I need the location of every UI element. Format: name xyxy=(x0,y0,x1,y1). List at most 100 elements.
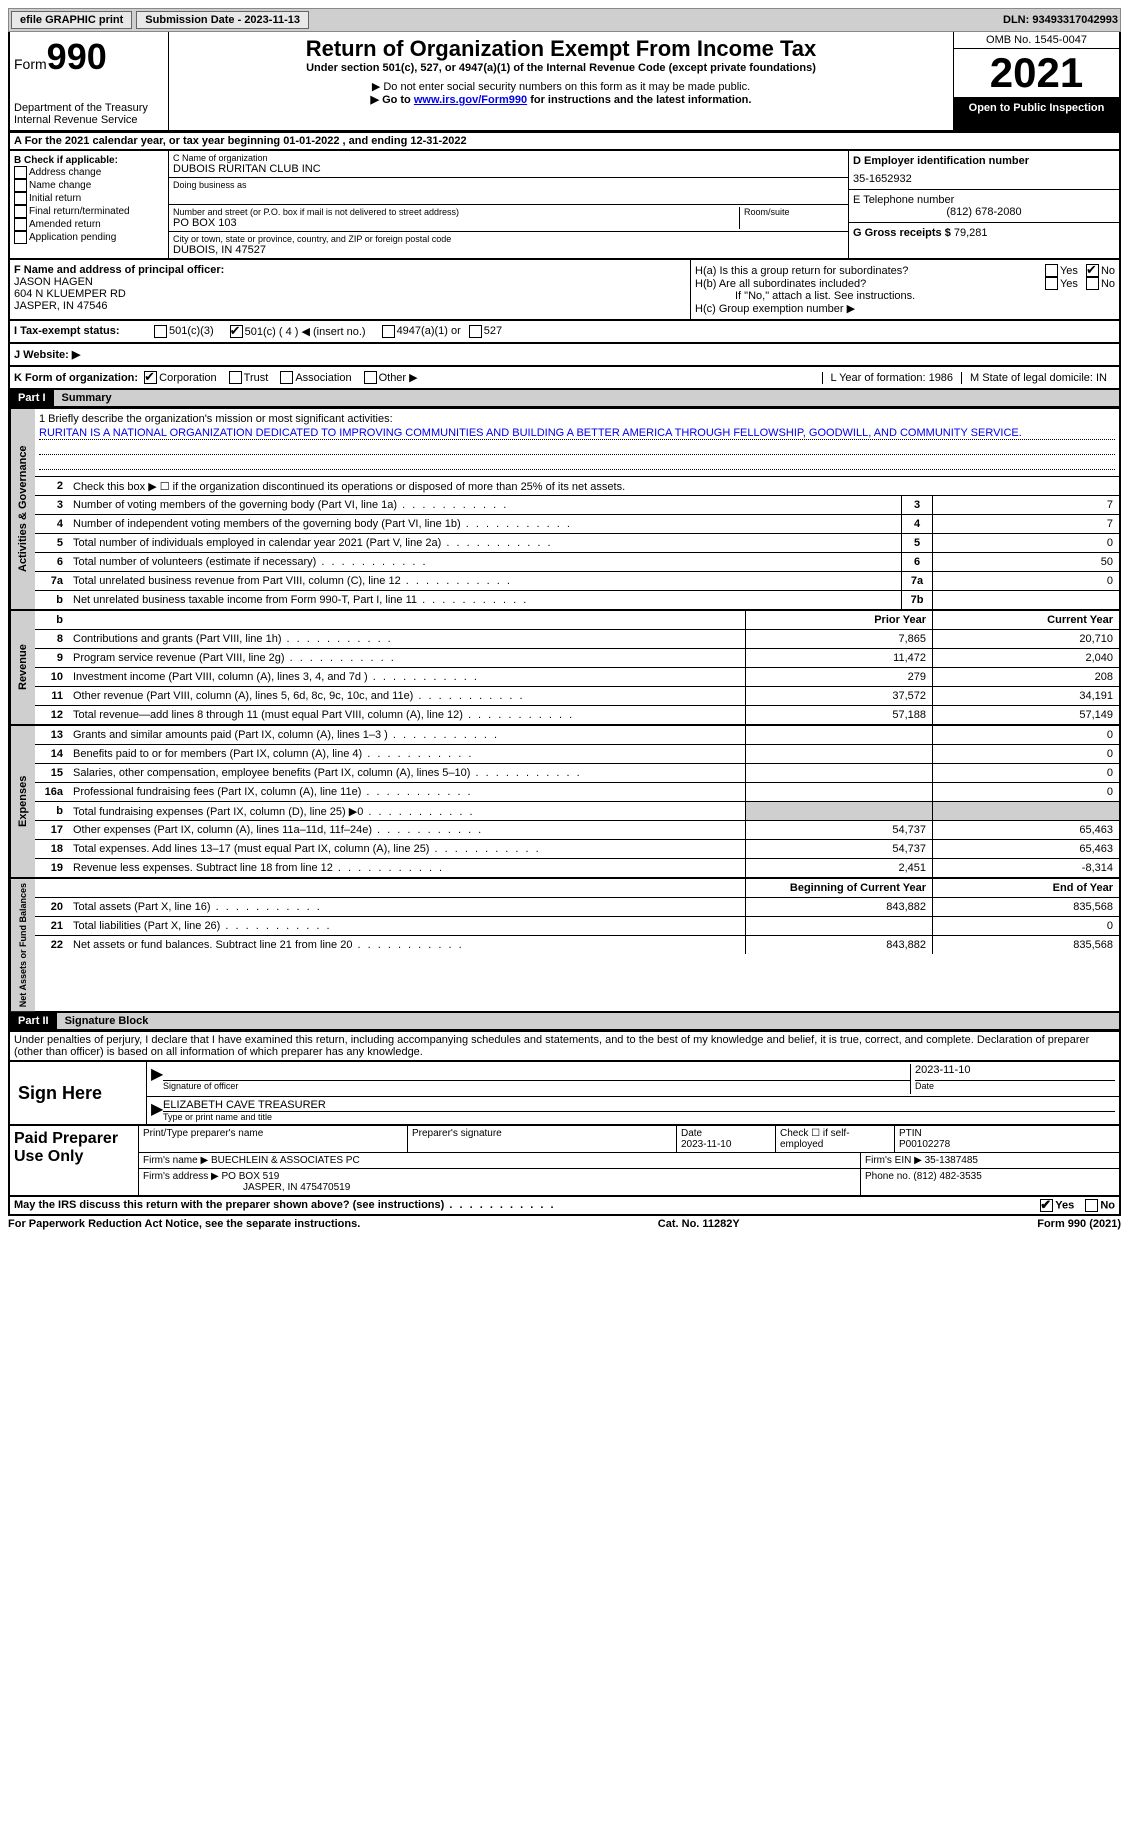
discuss-yes-checkbox[interactable] xyxy=(1040,1199,1053,1212)
firm-ein-label: Firm's EIN ▶ xyxy=(865,1155,922,1166)
inspection-label: Open to Public Inspection xyxy=(954,98,1119,130)
current-year-header: Current Year xyxy=(932,611,1119,629)
end-year-header: End of Year xyxy=(932,879,1119,897)
addr-change-checkbox[interactable] xyxy=(14,166,27,179)
501c3-checkbox[interactable] xyxy=(154,325,167,338)
prep-print-label: Print/Type preparer's name xyxy=(143,1128,403,1139)
sign-section: Sign Here ▶ Signature of officer 2023-11… xyxy=(8,1062,1121,1126)
dba-label: Doing business as xyxy=(173,180,844,190)
state-domicile: M State of legal domicile: IN xyxy=(961,372,1115,384)
initial-return-checkbox[interactable] xyxy=(14,192,27,205)
exp-side-label: Expenses xyxy=(10,726,35,877)
table-row: 5Total number of individuals employed in… xyxy=(35,534,1119,553)
final-return-checkbox[interactable] xyxy=(14,205,27,218)
table-row: 21Total liabilities (Part X, line 26)0 xyxy=(35,917,1119,936)
hb-yes-checkbox[interactable] xyxy=(1045,277,1058,290)
part2-header: Part II xyxy=(10,1013,57,1030)
sig-name-label: Type or print name and title xyxy=(163,1112,1115,1122)
ein-value: 35-1652932 xyxy=(853,173,1115,185)
row-j: J Website: ▶ xyxy=(8,344,1121,367)
amended-checkbox[interactable] xyxy=(14,218,27,231)
table-row: 14Benefits paid to or for members (Part … xyxy=(35,745,1119,764)
prep-check-label: Check ☐ if self-employed xyxy=(776,1126,895,1152)
part1-title: Summary xyxy=(54,390,1119,407)
sig-officer-label: Signature of officer xyxy=(163,1081,910,1091)
officer-label: F Name and address of principal officer: xyxy=(14,264,686,276)
addr-label: Number and street (or P.O. box if mail i… xyxy=(173,207,739,217)
form-org-label: K Form of organization: xyxy=(14,372,138,384)
row-a: A For the 2021 calendar year, or tax yea… xyxy=(8,132,1121,151)
4947-checkbox[interactable] xyxy=(382,325,395,338)
table-row: 17Other expenses (Part IX, column (A), l… xyxy=(35,821,1119,840)
sig-date-label: Date xyxy=(915,1081,1115,1091)
room-label: Room/suite xyxy=(740,207,844,229)
officer-addr1: 604 N KLUEMPER RD xyxy=(14,288,686,300)
tax-year: 2021 xyxy=(954,49,1119,98)
table-row: 6Total number of volunteers (estimate if… xyxy=(35,553,1119,572)
table-row: 16aProfessional fundraising fees (Part I… xyxy=(35,783,1119,802)
prior-year-header: Prior Year xyxy=(745,611,932,629)
section-fh: F Name and address of principal officer:… xyxy=(8,260,1121,321)
box-b-label: B Check if applicable: xyxy=(14,155,164,166)
trust-checkbox[interactable] xyxy=(229,371,242,384)
table-row: 7aTotal unrelated business revenue from … xyxy=(35,572,1119,591)
note2-post: for instructions and the latest informat… xyxy=(527,94,751,106)
table-row: 20Total assets (Part X, line 16)843,8828… xyxy=(35,898,1119,917)
preparer-section: Paid Preparer Use Only Print/Type prepar… xyxy=(8,1126,1121,1197)
table-row: bTotal fundraising expenses (Part IX, co… xyxy=(35,802,1119,821)
firm-phone-label: Phone no. xyxy=(865,1171,911,1182)
part1-header: Part I xyxy=(10,390,54,407)
table-row: 12Total revenue—add lines 8 through 11 (… xyxy=(35,706,1119,724)
efile-button[interactable]: efile GRAPHIC print xyxy=(11,11,132,29)
irs-link[interactable]: www.irs.gov/Form990 xyxy=(414,94,527,106)
form-subtitle: Under section 501(c), 527, or 4947(a)(1)… xyxy=(173,62,949,74)
revenue-section: Revenue b Prior Year Current Year 8Contr… xyxy=(8,611,1121,726)
app-pending-checkbox[interactable] xyxy=(14,231,27,244)
preparer-label: Paid Preparer Use Only xyxy=(10,1126,139,1195)
form-number: 990 xyxy=(47,36,107,77)
prep-sig-label: Preparer's signature xyxy=(412,1128,672,1139)
mission-text: RURITAN IS A NATIONAL ORGANIZATION DEDIC… xyxy=(39,427,1115,440)
city-value: DUBOIS, IN 47527 xyxy=(173,244,844,256)
prep-date-label: Date xyxy=(681,1128,771,1139)
527-checkbox[interactable] xyxy=(469,325,482,338)
paperwork-text: For Paperwork Reduction Act Notice, see … xyxy=(8,1218,360,1230)
firm-addr: PO BOX 519 xyxy=(222,1171,280,1182)
assoc-checkbox[interactable] xyxy=(280,371,293,384)
ha-label: H(a) Is this a group return for subordin… xyxy=(695,265,1045,277)
prep-ptin: P00102278 xyxy=(899,1139,1115,1150)
name-change-checkbox[interactable] xyxy=(14,179,27,192)
table-row: 11Other revenue (Part VIII, column (A), … xyxy=(35,687,1119,706)
gross-value: 79,281 xyxy=(954,227,988,239)
other-checkbox[interactable] xyxy=(364,371,377,384)
table-row: 13Grants and similar amounts paid (Part … xyxy=(35,726,1119,745)
corp-checkbox[interactable] xyxy=(144,371,157,384)
discuss-no-checkbox[interactable] xyxy=(1085,1199,1098,1212)
submission-button[interactable]: Submission Date - 2023-11-13 xyxy=(136,11,309,29)
cat-no: Cat. No. 11282Y xyxy=(658,1218,740,1230)
ha-no-checkbox[interactable] xyxy=(1086,264,1099,277)
expenses-section: Expenses 13Grants and similar amounts pa… xyxy=(8,726,1121,879)
table-row: 22Net assets or fund balances. Subtract … xyxy=(35,936,1119,954)
note2-pre: ▶ Go to xyxy=(371,94,414,106)
officer-name: JASON HAGEN xyxy=(14,276,686,288)
firm-name-label: Firm's name ▶ xyxy=(143,1155,208,1166)
website-label: J Website: ▶ xyxy=(14,348,80,361)
form-title: Return of Organization Exempt From Incom… xyxy=(173,36,949,62)
table-row: 15Salaries, other compensation, employee… xyxy=(35,764,1119,783)
sig-name: ELIZABETH CAVE TREASURER xyxy=(163,1099,1115,1112)
org-name: DUBOIS RURITAN CLUB INC xyxy=(173,163,844,175)
city-label: City or town, state or province, country… xyxy=(173,234,844,244)
ha-yes-checkbox[interactable] xyxy=(1045,264,1058,277)
governance-section: Activities & Governance 1 Briefly descri… xyxy=(8,409,1121,611)
row-k: K Form of organization: Corporation Trus… xyxy=(8,367,1121,390)
form-note1: ▶ Do not enter social security numbers o… xyxy=(173,80,949,93)
firm-ein: 35-1387485 xyxy=(925,1155,978,1166)
mission-label: 1 Briefly describe the organization's mi… xyxy=(39,413,1115,425)
hb-no-checkbox[interactable] xyxy=(1086,277,1099,290)
ein-label: D Employer identification number xyxy=(853,155,1115,167)
501c-checkbox[interactable] xyxy=(230,325,243,338)
form-label: Form xyxy=(14,56,47,72)
firm-name: BUECHLEIN & ASSOCIATES PC xyxy=(211,1155,360,1166)
hb-label: H(b) Are all subordinates included? xyxy=(695,278,1045,290)
